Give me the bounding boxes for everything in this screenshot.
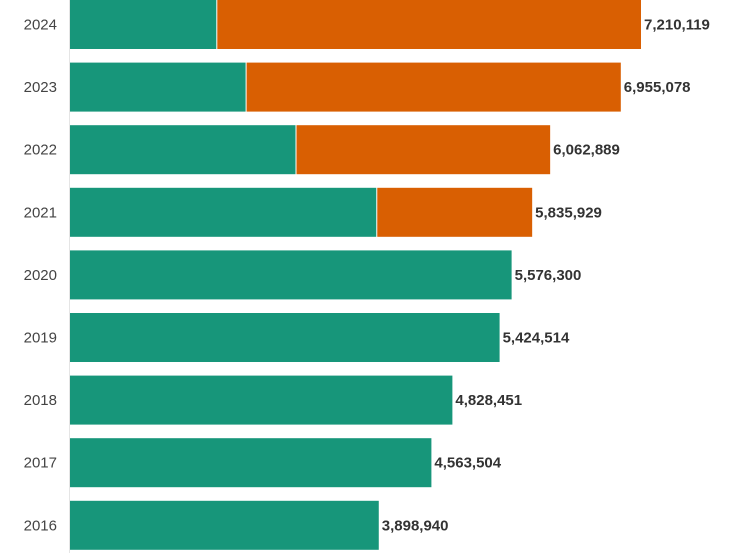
y-tick-2017: 2017 <box>24 455 57 472</box>
bar-orange-2023 <box>246 62 621 112</box>
y-tick-2018: 2018 <box>24 392 57 409</box>
y-tick-2019: 2019 <box>24 330 57 347</box>
bar-green-2023 <box>70 62 246 112</box>
y-tick-2021: 2021 <box>24 204 57 221</box>
labels-layer: 7,210,119 6,955,078 6,062,889 5,835,929 5,57… <box>382 17 710 535</box>
value-label-2019: 5,424,514 <box>503 330 570 347</box>
value-label-2017: 4,563,504 <box>434 455 501 472</box>
bar-orange-2024 <box>217 0 642 49</box>
y-tick-2024: 2024 <box>24 17 57 34</box>
bar-green-2021 <box>70 187 377 237</box>
bar-green-2024 <box>70 0 217 49</box>
y-tick-2022: 2022 <box>24 142 57 159</box>
y-tick-2016: 2016 <box>24 517 57 534</box>
bar-green-2020 <box>70 250 512 300</box>
bar-green-2019 <box>70 313 500 362</box>
value-label-2020: 5,576,300 <box>515 267 582 284</box>
bar-green-2022 <box>70 125 296 175</box>
value-label-2016: 3,898,940 <box>382 517 449 534</box>
value-label-2024: 7,210,119 <box>644 17 710 34</box>
value-label-2023: 6,955,078 <box>624 79 691 96</box>
value-label-2018: 4,828,451 <box>455 392 522 409</box>
value-label-2022: 6,062,889 <box>553 142 620 159</box>
bar-green-2016 <box>70 500 379 550</box>
bar-orange-2022 <box>296 125 551 175</box>
bar-orange-2021 <box>377 187 533 237</box>
value-label-2021: 5,835,929 <box>535 204 602 221</box>
y-axis-ticks: 2024 2023 2022 2021 2020 2019 2018 2017 2016 <box>24 17 57 535</box>
bars-layer <box>70 0 642 550</box>
y-tick-2023: 2023 <box>24 79 57 96</box>
bar-green-2018 <box>70 375 453 425</box>
y-tick-2020: 2020 <box>24 267 57 284</box>
bar-green-2017 <box>70 438 432 488</box>
